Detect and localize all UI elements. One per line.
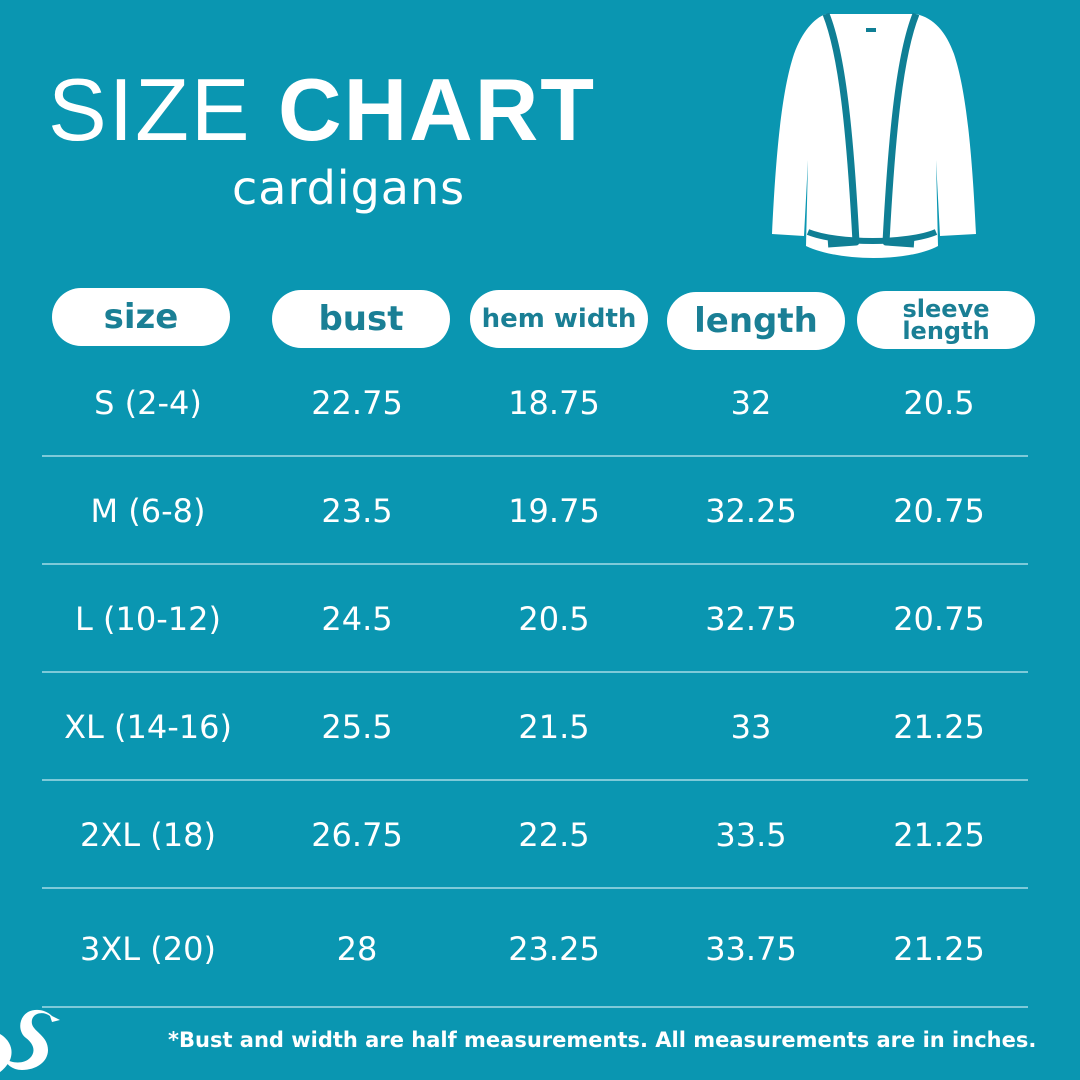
header-sleeve-length: sleeve length [857, 291, 1035, 349]
row-divider [42, 563, 1028, 565]
bust-cell: 25.5 [321, 708, 393, 746]
size-cell: L (10-12) [75, 600, 221, 638]
row-divider [42, 455, 1028, 457]
length-cell: 32 [730, 384, 772, 422]
title-size-word: SIZE [48, 60, 252, 159]
size-cell: M (6-8) [90, 492, 206, 530]
sleeve-length-cell: 20.75 [893, 600, 985, 638]
sleeve-length-cell: 20.75 [893, 492, 985, 530]
sleeve-length-cell: 21.25 [893, 930, 985, 968]
row-divider [42, 1006, 1028, 1008]
hem-width-cell: 18.75 [508, 384, 600, 422]
length-cell: 33.5 [715, 816, 787, 854]
sleeve-length-cell: 20.5 [903, 384, 975, 422]
cardigan-icon [772, 12, 976, 258]
length-cell: 32.25 [705, 492, 797, 530]
length-cell: 33 [730, 708, 772, 746]
size-cell: S (2-4) [94, 384, 202, 422]
footnote: *Bust and width are half measurements. A… [168, 1028, 1037, 1052]
title-chart-word: CHART [278, 60, 597, 159]
sleeve-length-cell: 21.25 [893, 816, 985, 854]
swan-logo-icon [0, 1009, 60, 1072]
row-divider [42, 671, 1028, 673]
header-bust: bust [272, 290, 450, 348]
row-divider [42, 887, 1028, 889]
hem-width-cell: 19.75 [508, 492, 600, 530]
length-cell: 33.75 [705, 930, 797, 968]
bust-cell: 24.5 [321, 600, 393, 638]
bust-cell: 22.75 [311, 384, 403, 422]
row-divider [42, 779, 1028, 781]
bust-cell: 26.75 [311, 816, 403, 854]
hem-width-cell: 22.5 [518, 816, 590, 854]
page-subtitle: cardigans [232, 161, 466, 215]
sleeve-length-cell: 21.25 [893, 708, 985, 746]
size-cell: 3XL (20) [80, 930, 216, 968]
bust-cell: 23.5 [321, 492, 393, 530]
header-hem-width: hem width [470, 290, 648, 348]
bust-cell: 28 [336, 930, 378, 968]
header-length: length [667, 292, 845, 350]
size-cell: 2XL (18) [80, 816, 216, 854]
hem-width-cell: 21.5 [518, 708, 590, 746]
header-size: size [52, 288, 230, 346]
hem-width-cell: 23.25 [508, 930, 600, 968]
hem-width-cell: 20.5 [518, 600, 590, 638]
size-cell: XL (14-16) [64, 708, 232, 746]
page-title: SIZE CHART [48, 62, 596, 158]
length-cell: 32.75 [705, 600, 797, 638]
